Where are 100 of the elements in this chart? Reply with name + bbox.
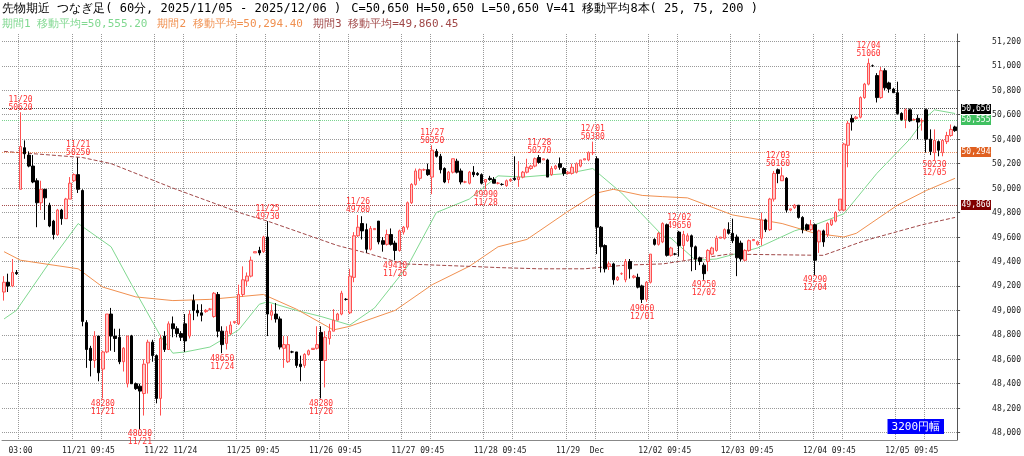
candlestick: [690, 234, 693, 272]
annotation: 11/21 50250: [66, 140, 91, 158]
candlestick: [385, 229, 389, 247]
y-tick-label: 49,000: [992, 305, 1022, 315]
y-tick-label: 50,600: [992, 110, 1022, 120]
annotation: 11/27 50350: [420, 127, 445, 145]
candlestick: [126, 335, 129, 388]
candlestick: [93, 330, 96, 369]
candlestick: [776, 168, 780, 184]
candlestick: [319, 325, 323, 399]
candlestick: [904, 108, 907, 129]
y-tick-label: 50,800: [992, 85, 1022, 95]
y-tick-label: 48,000: [992, 428, 1022, 438]
candlestick: [43, 188, 47, 221]
candlestick: [282, 335, 286, 369]
x-tick-label: 09:45: [831, 445, 857, 455]
candlestick: [430, 144, 434, 195]
candlestick: [920, 117, 924, 132]
candlestick: [6, 273, 10, 293]
x-tick-label: 09:45: [337, 445, 363, 455]
annotation: 49060 12/01: [630, 303, 655, 321]
annotation: 48280 11/26: [309, 398, 334, 416]
text: 期間1 移動平均=50,555.20: [2, 17, 148, 31]
candlestick: [834, 210, 837, 223]
annotation: 49990 11/28: [473, 189, 498, 207]
candlestick: [303, 352, 306, 369]
ref-line-label: 50,555: [961, 115, 991, 126]
candlestick: [612, 262, 615, 286]
candlestick: [418, 168, 422, 182]
candlestick: [299, 355, 302, 382]
candlestick: [817, 229, 821, 254]
candlestick: [505, 179, 508, 188]
x-tick-label: 12/04: [803, 445, 828, 455]
x-tick-label: 09:45: [90, 445, 116, 455]
candlestick: [826, 221, 829, 238]
candlestick: [546, 158, 549, 178]
y-tick-label: 49,200: [992, 281, 1022, 291]
candlestick: [937, 139, 940, 157]
candlestick: [492, 176, 496, 184]
y-tick-label: 51,200: [992, 36, 1022, 46]
candlestick: [97, 335, 100, 382]
candlestick: [484, 179, 487, 190]
x-tick-label: Dec: [589, 445, 605, 455]
candlestick: [789, 208, 792, 212]
x-tick-label: 11/24: [173, 445, 198, 455]
candlestick: [793, 203, 796, 210]
candlestick: [138, 383, 142, 430]
y-tick-label: 49,400: [992, 256, 1022, 266]
chart-subtitle: C=50,650 H=50,650 L=50,650 V=41 移動平均8本( 25, 75, 200 ): [351, 1, 758, 16]
candlestick: [509, 177, 512, 183]
y-tick-label: 48,200: [992, 403, 1022, 413]
x-tick-label: 12/02: [638, 445, 663, 455]
annotation: 12/04 51060: [856, 40, 881, 58]
x-tick-label: 09:45: [502, 445, 527, 455]
candlestick: [81, 188, 84, 327]
ref-line-label: 50,294: [961, 147, 991, 158]
candlestick: [266, 220, 269, 337]
candlestick: [706, 248, 710, 272]
candlestick: [533, 157, 537, 168]
candlestick: [398, 229, 401, 253]
candlestick: [200, 303, 203, 322]
candlestick: [756, 240, 759, 247]
text: 期間2 移動平均=50,294.40: [157, 17, 303, 31]
candlestick: [192, 293, 195, 321]
x-tick-label: 11/22: [144, 445, 169, 455]
y-tick-label: 49,800: [992, 208, 1022, 218]
candlestick: [212, 291, 216, 319]
x-tick-label: 09:45: [749, 445, 774, 455]
candlestick: [204, 308, 208, 314]
candlestick: [607, 260, 611, 271]
chart-title: 先物期近 つなぎ足( 60分, 2025/11/05 - 2025/12/06 ): [2, 1, 342, 16]
candlestick: [109, 307, 113, 352]
candlestick: [542, 158, 545, 161]
x-tick-label: 11/29: [556, 445, 581, 455]
candlestick: [19, 111, 22, 190]
text: 期間3 移動平均=49,860.45: [312, 17, 459, 31]
candlestick: [537, 154, 541, 165]
annotation: 11/20 50620: [8, 94, 33, 112]
candlestick: [760, 212, 763, 247]
x-tick-label: 11/25: [226, 445, 251, 455]
candlestick: [472, 165, 475, 178]
candlestick: [188, 309, 191, 339]
x-tick-label: 12/05: [885, 445, 910, 455]
candlestick: [953, 125, 957, 133]
y-tick-label: 50,200: [992, 159, 1022, 169]
annotation: 12/03 50160: [765, 151, 791, 169]
candlestick: [632, 274, 636, 280]
candlestick: [525, 158, 529, 174]
candlestick: [850, 114, 854, 132]
x-tick-label: 03:00: [8, 445, 33, 455]
candlestick: [56, 208, 59, 237]
y-tick-label: 49,600: [992, 232, 1022, 242]
candlestick: [171, 315, 175, 338]
annotation: 11/28 50270: [527, 137, 552, 155]
candlestick: [916, 114, 920, 140]
candlestick: [286, 335, 290, 364]
annotation: 12/01 50380: [580, 124, 605, 142]
candlestick: [480, 172, 483, 185]
candlestick: [15, 269, 18, 276]
candlestick: [39, 180, 43, 211]
